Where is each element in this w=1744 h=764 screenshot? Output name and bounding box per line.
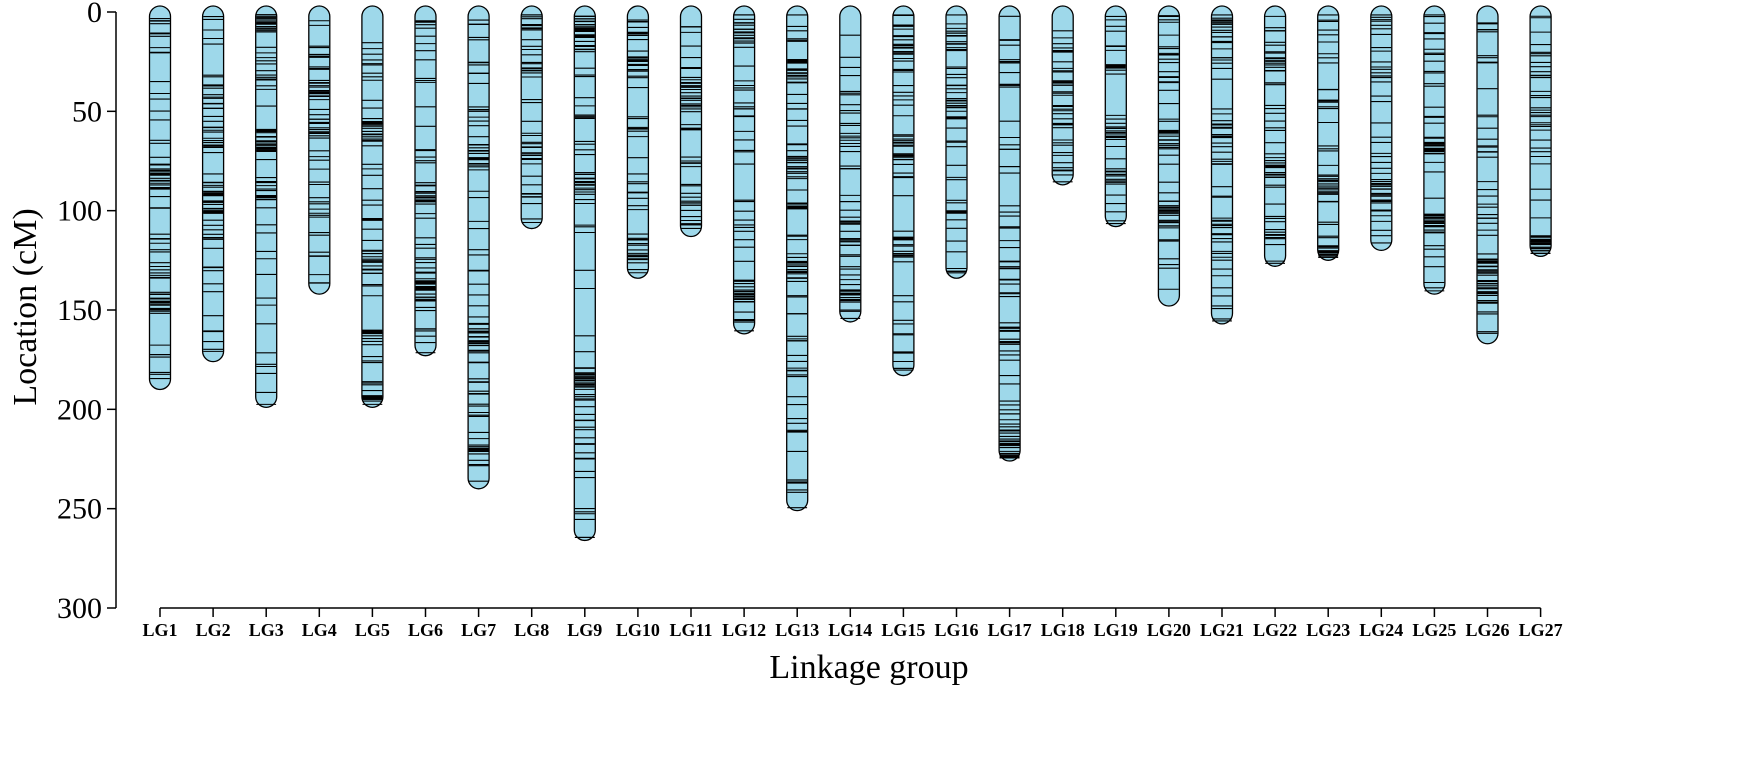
chromosome-bars bbox=[148, 5, 1552, 542]
chromosome-lg17 bbox=[998, 5, 1021, 462]
x-tick-label: LG3 bbox=[249, 620, 284, 640]
x-tick-label: LG4 bbox=[302, 620, 337, 640]
chromosome-bar bbox=[201, 5, 225, 363]
x-tick-label: LG11 bbox=[669, 620, 712, 640]
x-tick-label: LG18 bbox=[1041, 620, 1085, 640]
x-tick-label: LG1 bbox=[142, 620, 177, 640]
chromosome-lg2 bbox=[201, 5, 225, 363]
y-tick-label: 300 bbox=[57, 592, 102, 625]
chromosome-lg22 bbox=[1263, 5, 1287, 267]
chromosome-lg6 bbox=[414, 5, 437, 357]
y-axis-title: Location (cM) bbox=[7, 208, 44, 405]
chromosome-lg7 bbox=[467, 5, 490, 490]
x-tick-label: LG19 bbox=[1094, 620, 1138, 640]
chromosome-lg27 bbox=[1529, 5, 1552, 257]
x-tick-label: LG21 bbox=[1200, 620, 1244, 640]
x-tick-label: LG15 bbox=[881, 620, 925, 640]
chromosome-lg1 bbox=[148, 5, 172, 391]
x-tick-label: LG10 bbox=[616, 620, 660, 640]
chromosome-bar bbox=[1370, 5, 1393, 251]
y-tick-label: 250 bbox=[57, 493, 102, 526]
chromosome-bar bbox=[998, 5, 1021, 462]
x-axis: LG1 LG2 LG3 LG4 LG5 LG6 LG7 LG8 LG9 LG10 LG11 LG12 L… bbox=[142, 607, 1563, 640]
chromosome-lg3 bbox=[255, 5, 278, 408]
chromosome-bar bbox=[1104, 5, 1127, 228]
chromosome-lg9 bbox=[573, 5, 596, 542]
chromosome-lg25 bbox=[1423, 5, 1446, 295]
chromosome-bar bbox=[308, 5, 331, 295]
x-tick-label: LG12 bbox=[722, 620, 766, 640]
x-tick-label: LG25 bbox=[1412, 620, 1456, 640]
x-tick-label: LG8 bbox=[514, 620, 549, 640]
x-tick-label: LG5 bbox=[355, 620, 390, 640]
chromosome-bar bbox=[1157, 5, 1181, 307]
x-tick-label: LG2 bbox=[196, 620, 231, 640]
chromosome-lg24 bbox=[1370, 5, 1393, 251]
y-tick-label: 0 bbox=[87, 0, 102, 29]
chromosome-lg16 bbox=[945, 5, 968, 279]
y-tick-label: 150 bbox=[57, 294, 102, 327]
x-tick-label: LG7 bbox=[461, 620, 496, 640]
chromosome-lg19 bbox=[1104, 5, 1127, 228]
chromosome-lg11 bbox=[679, 5, 703, 238]
chromosome-bar bbox=[626, 5, 650, 279]
y-tick-label: 200 bbox=[57, 393, 102, 426]
x-tick-label: LG14 bbox=[828, 620, 872, 640]
chromosome-lg4 bbox=[308, 5, 331, 295]
chromosome-lg26 bbox=[1476, 5, 1499, 345]
chromosome-bar bbox=[573, 5, 596, 542]
chromosome-lg21 bbox=[1210, 5, 1234, 325]
chromosome-lg13 bbox=[786, 5, 809, 512]
x-tick-label: LG23 bbox=[1306, 620, 1350, 640]
chromosome-lg8 bbox=[520, 5, 543, 230]
chromosome-bar bbox=[361, 5, 384, 408]
x-tick-label: LG26 bbox=[1465, 620, 1509, 640]
chromosome-bar bbox=[892, 5, 915, 377]
x-axis-title: Linkage group bbox=[769, 649, 968, 686]
y-axis: 0 50 100 150 200 250 300 bbox=[57, 0, 117, 625]
chromosome-bar bbox=[414, 5, 437, 357]
chromosome-lg12 bbox=[732, 5, 756, 335]
chromosome-lg10 bbox=[626, 5, 650, 279]
x-tick-label: LG22 bbox=[1253, 620, 1297, 640]
chromosome-bar bbox=[520, 5, 543, 230]
y-tick-label: 100 bbox=[57, 195, 102, 228]
chromosome-bar bbox=[467, 5, 490, 490]
chromosome-bar bbox=[1529, 5, 1552, 257]
chromosome-lg14 bbox=[839, 5, 862, 323]
x-tick-label: LG20 bbox=[1147, 620, 1191, 640]
x-tick-label: LG13 bbox=[775, 620, 819, 640]
chromosome-lg20 bbox=[1157, 5, 1181, 307]
chromosome-lg15 bbox=[892, 5, 915, 377]
chromosome-bar bbox=[255, 5, 278, 408]
chromosome-lg5 bbox=[361, 5, 384, 408]
x-tick-label: LG16 bbox=[934, 620, 978, 640]
chromosome-lg23 bbox=[1317, 5, 1340, 261]
x-tick-label: LG6 bbox=[408, 620, 443, 640]
chromosome-bar bbox=[679, 5, 703, 238]
chromosome-bar bbox=[732, 5, 756, 335]
x-tick-label: LG17 bbox=[988, 620, 1032, 640]
chromosome-lg18 bbox=[1051, 5, 1074, 186]
x-tick-label: LG27 bbox=[1519, 620, 1563, 640]
x-tick-label: LG24 bbox=[1359, 620, 1403, 640]
y-tick-label: 50 bbox=[72, 95, 102, 128]
x-tick-label: LG9 bbox=[567, 620, 602, 640]
chromosome-bar bbox=[148, 5, 172, 391]
